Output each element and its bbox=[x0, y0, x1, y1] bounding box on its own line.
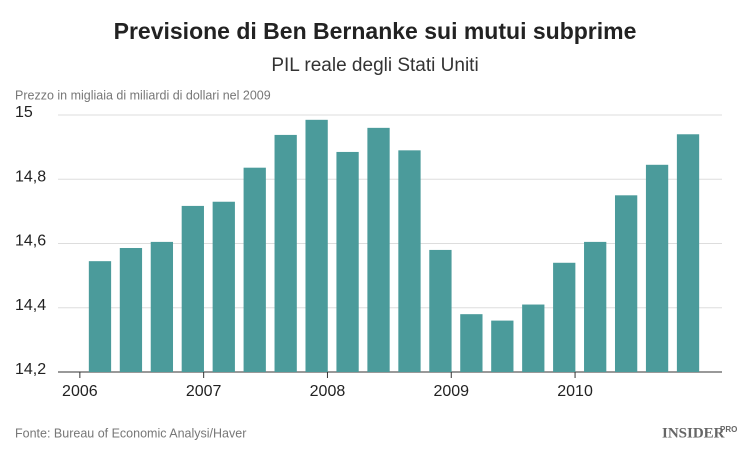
y-tick-label: 14,6 bbox=[15, 233, 46, 250]
x-tick-label: 2009 bbox=[433, 383, 469, 400]
x-tick-label: 2006 bbox=[62, 383, 98, 400]
x-tick-label: 2007 bbox=[186, 383, 222, 400]
source: Fonte: Bureau of Economic Analysi/Haver bbox=[15, 426, 246, 440]
brand-suffix: PRO bbox=[720, 425, 737, 434]
y-axis-label: Prezzo in migliaia di miliardi di dollar… bbox=[15, 88, 271, 102]
bar bbox=[336, 151, 359, 372]
bar bbox=[460, 314, 483, 372]
bar bbox=[243, 167, 266, 372]
chart-subtitle: PIL reale degli Stati Uniti bbox=[271, 55, 478, 76]
y-tick-label: 14,2 bbox=[15, 361, 46, 378]
chart-title: Previsione di Ben Bernanke sui mutui sub… bbox=[114, 18, 637, 44]
bar bbox=[150, 241, 174, 372]
bar bbox=[491, 320, 514, 372]
bar bbox=[522, 304, 545, 372]
y-tick-label: 15 bbox=[15, 104, 33, 121]
bar bbox=[398, 150, 421, 372]
x-tick-label: 2008 bbox=[310, 383, 346, 400]
bar bbox=[553, 262, 576, 372]
bar bbox=[584, 241, 607, 372]
bar bbox=[119, 247, 143, 372]
y-tick-label: 14,4 bbox=[15, 297, 46, 314]
bar bbox=[429, 249, 452, 372]
bar bbox=[367, 127, 390, 372]
y-tick-label: 14,8 bbox=[15, 168, 46, 185]
bar bbox=[305, 119, 328, 372]
bar bbox=[614, 195, 638, 372]
bar bbox=[212, 201, 235, 372]
bar bbox=[274, 134, 297, 372]
x-tick-label: 2010 bbox=[557, 383, 593, 400]
bar bbox=[676, 134, 700, 372]
bar bbox=[645, 164, 669, 372]
brand: INSIDER bbox=[662, 425, 725, 441]
bar bbox=[181, 205, 204, 372]
bar bbox=[88, 261, 112, 372]
